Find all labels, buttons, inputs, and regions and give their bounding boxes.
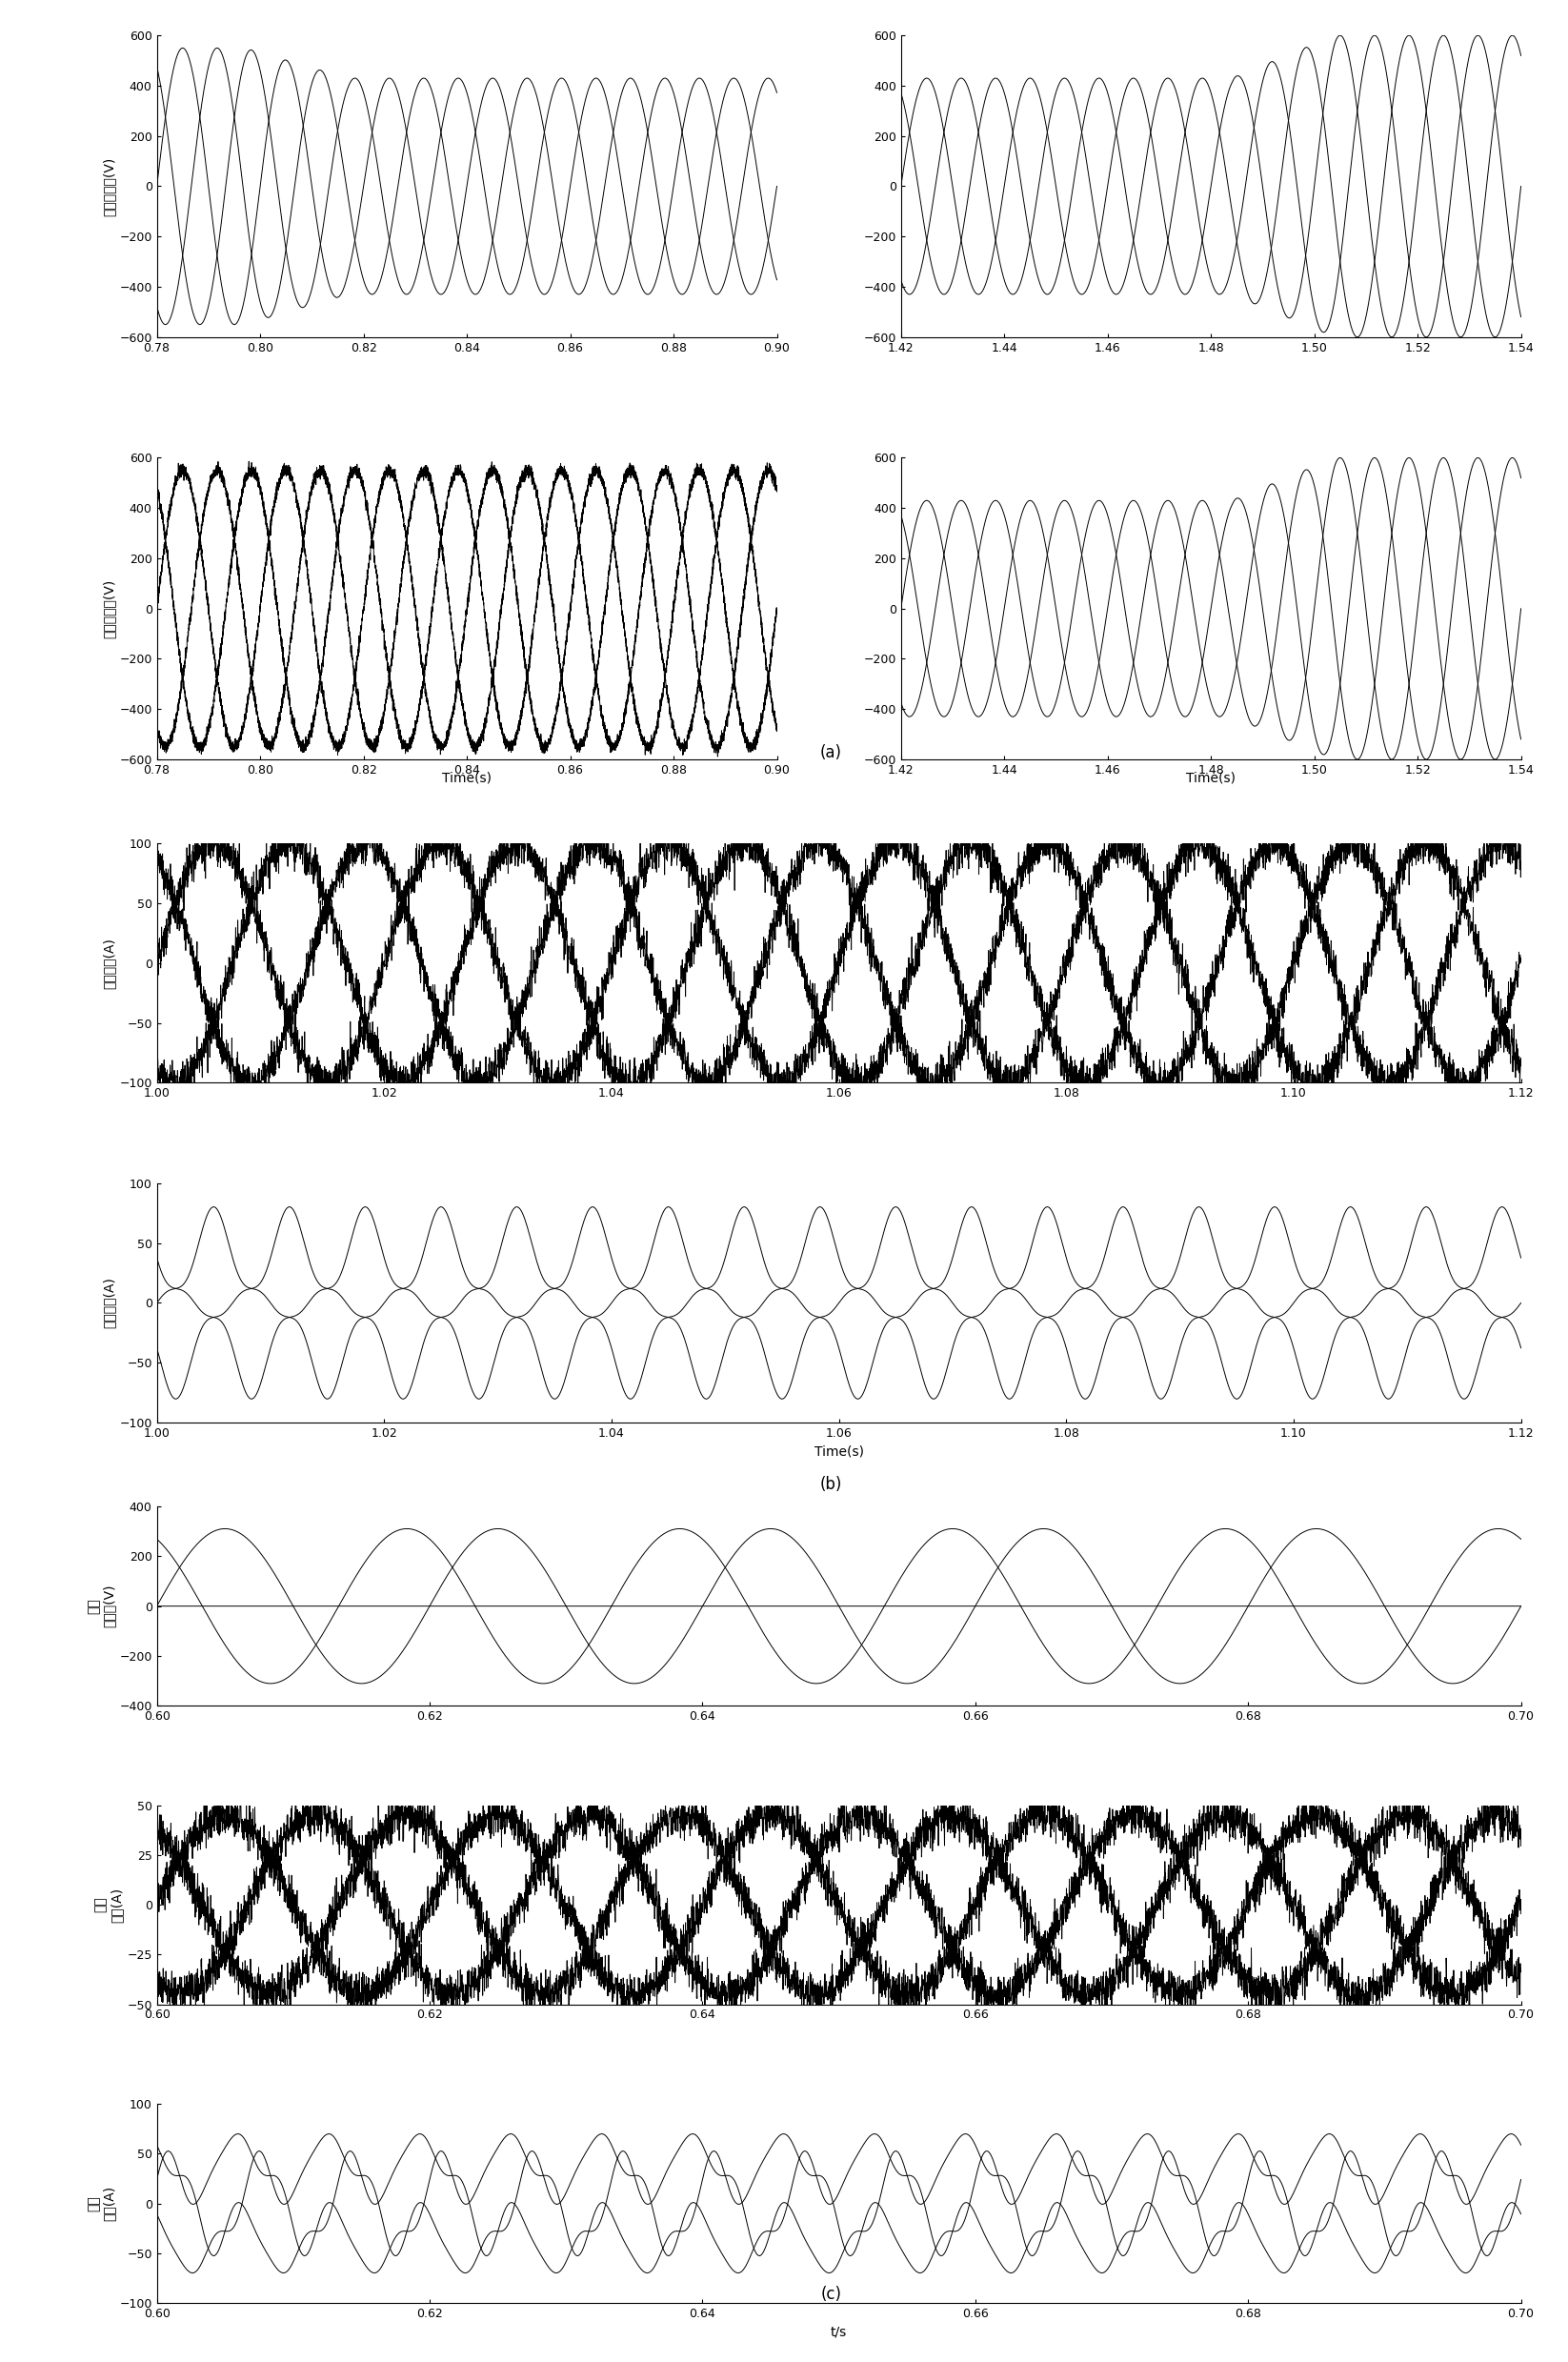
Text: Time(s): Time(s): [442, 772, 492, 784]
Y-axis label: 负荷线电压(V): 负荷线电压(V): [102, 579, 116, 638]
Text: (a): (a): [820, 744, 842, 761]
X-axis label: Time(s): Time(s): [814, 1446, 864, 1457]
Y-axis label: 电源
相电压(V): 电源 相电压(V): [86, 1585, 116, 1627]
Y-axis label: 负荷电流(A): 负荷电流(A): [102, 1278, 116, 1327]
Text: (b): (b): [820, 1476, 842, 1493]
Text: (c): (c): [820, 2286, 842, 2303]
Y-axis label: 负荷
电流(A): 负荷 电流(A): [86, 2185, 116, 2220]
Y-axis label: 电源线电压(V): 电源线电压(V): [102, 156, 116, 215]
Y-axis label: 电源电流(A): 电源电流(A): [102, 938, 116, 990]
X-axis label: t/s: t/s: [831, 2324, 847, 2338]
Text: Time(s): Time(s): [1185, 772, 1236, 784]
Y-axis label: 电源
电流(A): 电源 电流(A): [94, 1887, 122, 1923]
